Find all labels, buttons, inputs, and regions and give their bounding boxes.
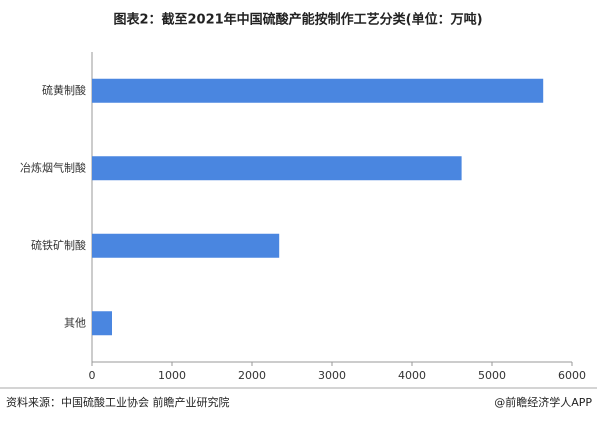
credit: @前瞻经济学人APP xyxy=(494,395,592,409)
bar xyxy=(92,311,112,336)
x-tick-label: 5000 xyxy=(478,369,506,382)
x-tick-label: 6000 xyxy=(558,369,586,382)
y-tick-label: 硫铁矿制酸 xyxy=(31,238,86,252)
x-tick-label: 0 xyxy=(89,369,96,382)
source: 资料来源：中国硫酸工业协会 前瞻产业研究院 xyxy=(6,395,230,409)
chart-title: 图表2：截至2021年中国硫酸产能按制作工艺分类(单位：万吨) xyxy=(113,12,482,28)
y-tick-label: 冶炼烟气制酸 xyxy=(20,160,86,174)
x-tick-label: 1000 xyxy=(158,369,186,382)
x-tick-label: 2000 xyxy=(238,369,266,382)
bar xyxy=(92,78,544,103)
y-tick-label: 其他 xyxy=(64,316,86,329)
bar xyxy=(92,233,280,258)
y-tick-label: 硫黄制酸 xyxy=(42,83,86,97)
x-tick-label: 3000 xyxy=(318,369,346,382)
x-tick-label: 4000 xyxy=(398,369,426,382)
bar xyxy=(92,156,462,181)
